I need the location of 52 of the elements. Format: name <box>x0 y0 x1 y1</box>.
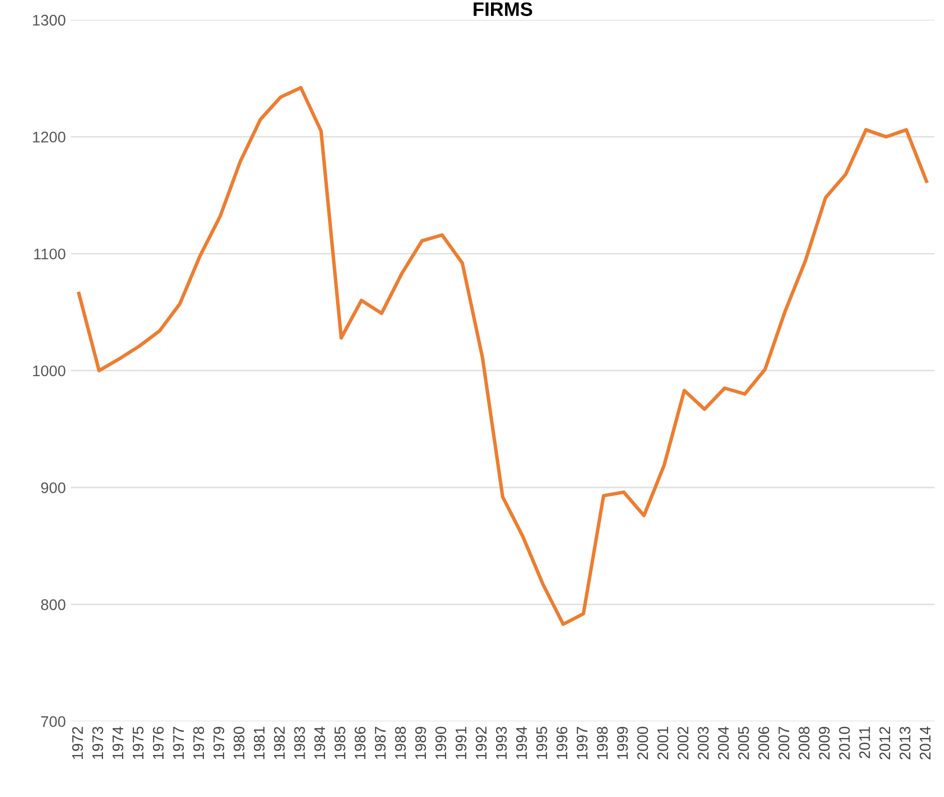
x-tick-label: 1993 <box>496 726 507 759</box>
x-tick-label: 2010 <box>839 726 850 760</box>
x-tick-label: 1972 <box>72 726 83 759</box>
y-tick-label: 1300 <box>33 14 66 26</box>
x-tick-label: 1984 <box>314 726 326 759</box>
x-tick-label: 2005 <box>738 726 749 760</box>
x-tick-label: 1983 <box>294 726 305 759</box>
x-tick-label: 1997 <box>576 726 588 759</box>
y-tick-label: 800 <box>41 599 66 610</box>
x-tick-label: 2013 <box>900 726 910 760</box>
x-tick-label: 2011 <box>859 726 870 758</box>
y-tick-label: 1200 <box>33 132 66 143</box>
x-tick-label: 1999 <box>617 726 628 759</box>
x-tick-label: 2007 <box>778 726 790 760</box>
x-tick-label: 1992 <box>476 726 487 759</box>
x-tick-label: 1987 <box>374 726 386 759</box>
x-tick-label: 2012 <box>879 726 890 760</box>
chart-title: FIRMS <box>474 2 532 16</box>
line-series <box>77 86 928 626</box>
x-tick-label: 1973 <box>92 726 104 759</box>
x-tick-label: 2009 <box>818 726 830 760</box>
x-tick-label: 1981 <box>254 726 265 759</box>
y-tick-label: 1100 <box>34 248 66 260</box>
y-tick-label: 700 <box>41 716 66 727</box>
x-tick-label: 1978 <box>193 726 204 759</box>
x-tick-label: 1996 <box>556 726 568 759</box>
x-tick-label: 1974 <box>112 726 124 759</box>
x-tick-label: 2004 <box>718 726 729 760</box>
x-tick-label: 1989 <box>415 726 426 759</box>
x-tick-label: 1988 <box>395 726 406 759</box>
x-tick-label: 1991 <box>456 726 466 759</box>
x-tick-label: 1975 <box>132 726 144 759</box>
x-tick-label: 1990 <box>435 726 446 759</box>
x-tick-label: 1982 <box>274 726 285 759</box>
x-tick-label: 2006 <box>758 726 770 760</box>
x-tick-label: 1977 <box>173 726 184 759</box>
x-tick-label: 2008 <box>798 726 810 760</box>
x-tick-label: 2014 <box>920 726 931 760</box>
x-tick-label: 2001 <box>657 726 668 760</box>
y-tick-label: 900 <box>41 482 66 494</box>
x-tick-label: 1994 <box>516 726 527 759</box>
x-tick-label: 2003 <box>698 726 709 760</box>
x-tick-label: 1976 <box>152 726 164 759</box>
y-tick-label: 1000 <box>33 365 66 376</box>
x-tick-label: 2002 <box>678 726 688 760</box>
x-tick-label: 1998 <box>596 726 608 759</box>
x-tick-label: 1979 <box>213 726 224 759</box>
x-tick-label: 1985 <box>334 726 346 759</box>
x-tick-label: 2000 <box>637 726 648 760</box>
x-tick-label: 1980 <box>234 726 244 759</box>
x-tick-label: 1995 <box>536 726 548 759</box>
x-tick-label: 1986 <box>354 726 366 759</box>
